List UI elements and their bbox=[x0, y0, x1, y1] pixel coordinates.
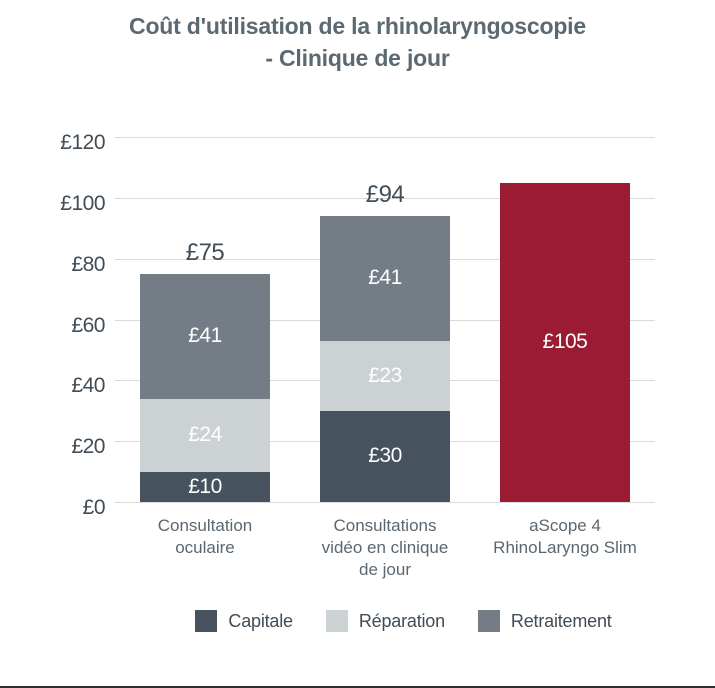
bar-segment: £23 bbox=[320, 340, 450, 411]
segment-value-label: £23 bbox=[368, 363, 402, 387]
y-axis-tick-label: £20 bbox=[71, 435, 105, 459]
bar-segment: £30 bbox=[320, 410, 450, 502]
segment-value-label: £105 bbox=[542, 330, 588, 354]
chart-title: Coût d'utilisation de la rhinolaryngosco… bbox=[129, 13, 586, 71]
legend: Capitale Réparation Retraitement bbox=[46, 610, 715, 632]
segment-value-label: £24 bbox=[188, 423, 222, 447]
bar-segment: £10 bbox=[140, 471, 270, 502]
y-axis-tick-label: £120 bbox=[60, 131, 105, 154]
y-axis-tick-label: £80 bbox=[71, 252, 105, 276]
segment-value-label: £41 bbox=[368, 266, 402, 290]
y-axis-tick-label: £0 bbox=[82, 496, 106, 519]
bar-total-label: £75 bbox=[185, 238, 225, 266]
legend-label: Réparation bbox=[358, 610, 445, 631]
legend-item: Capitale bbox=[195, 610, 293, 632]
segment-value-label: £30 bbox=[368, 444, 402, 468]
segment-value-label: £10 bbox=[188, 474, 222, 498]
bar-segment: £41 bbox=[320, 216, 450, 341]
x-axis-category-label: aScope 4 RhinoLaryngo Slim bbox=[493, 516, 637, 557]
x-axis-category-label: Consultations vidéo en clinique de jour bbox=[321, 516, 449, 579]
bar-segment: £24 bbox=[140, 398, 270, 472]
bar-total-label: £94 bbox=[365, 181, 405, 209]
plot-area: £0 £20 £40 £60 £80 £100 £120 £10 £24 £41 £75 Consul… bbox=[60, 131, 655, 579]
legend-item: Réparation bbox=[325, 610, 445, 632]
legend-label: Capitale bbox=[228, 610, 293, 631]
bottom-edge-line bbox=[0, 686, 715, 688]
bar-segment: £41 bbox=[140, 273, 270, 399]
legend-swatch bbox=[325, 610, 348, 632]
y-axis-tick-label: £60 bbox=[71, 313, 105, 337]
legend-swatch bbox=[477, 610, 500, 632]
gridline bbox=[115, 137, 655, 138]
gridline bbox=[115, 197, 655, 199]
legend-item: Retraitement bbox=[477, 610, 612, 632]
segment-value-label: £41 bbox=[188, 324, 222, 348]
bar-segment: £105 bbox=[500, 182, 630, 502]
x-axis-category-label: Consultation oculaire bbox=[157, 516, 253, 557]
y-axis-tick-label: £40 bbox=[71, 374, 105, 398]
legend-swatch bbox=[195, 610, 218, 632]
gridline bbox=[115, 502, 655, 503]
legend-label: Retraitement bbox=[510, 610, 612, 631]
y-axis-tick-label: £100 bbox=[60, 191, 105, 215]
